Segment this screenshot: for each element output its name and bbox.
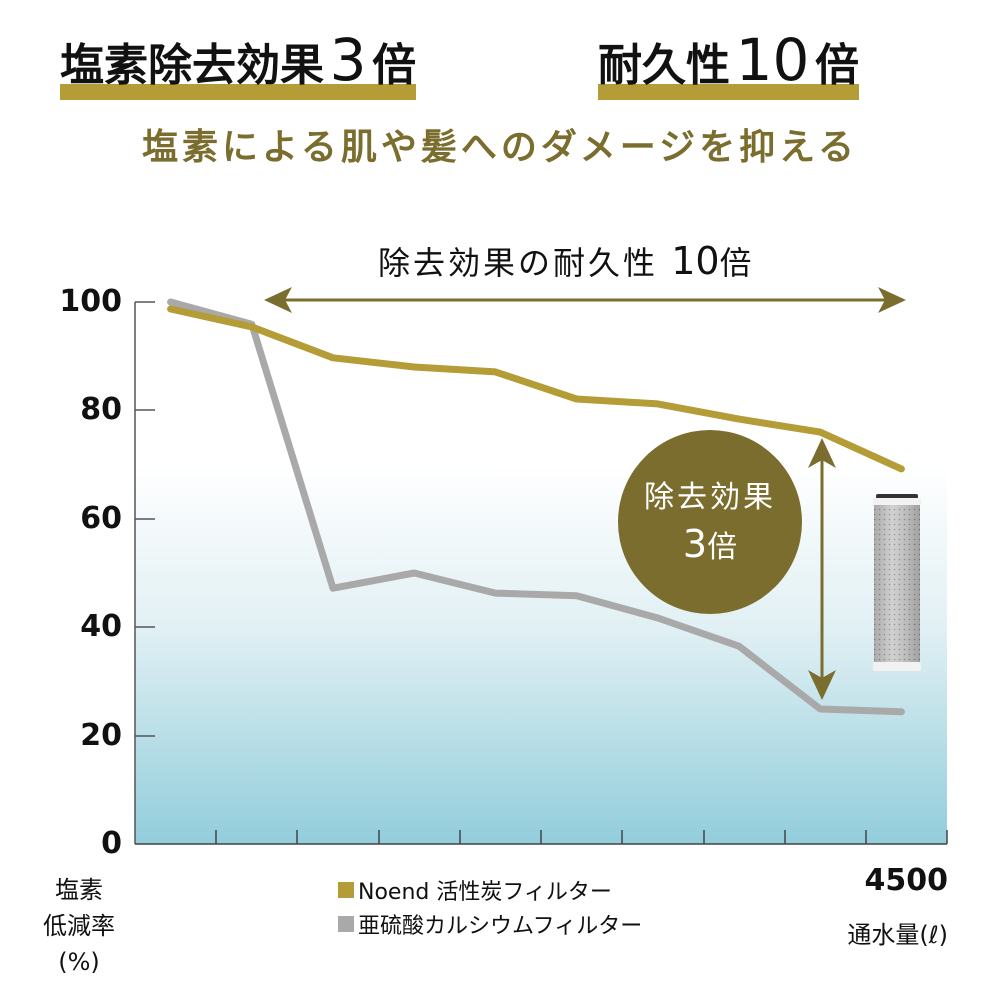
headline-durability: 耐久性 10 倍 [598, 26, 859, 100]
y-axis-label: 塩素 低減率 (%) [38, 872, 120, 980]
y-axis-label-line: (%) [58, 948, 100, 976]
y-tick-40: 40 [80, 609, 122, 644]
badge-text: 除去効果 [644, 480, 776, 515]
filter-cartridge-image [873, 494, 921, 671]
headline-left-text: 塩素除去効果 [60, 40, 324, 91]
x-axis [135, 830, 948, 845]
series-line-calcium-sulfite [167, 298, 905, 716]
plot-background [135, 302, 947, 844]
y-axis-label-line: 低減率 [43, 912, 115, 940]
y-axis-label-line: 塩素 [55, 876, 103, 904]
durability-annotation: 除去効果の耐久性 10倍 [378, 238, 755, 284]
legend-label: Noend 活性炭フィルター [358, 880, 612, 905]
y-axis [134, 301, 155, 844]
y-tick-60: 60 [80, 501, 122, 536]
removal-effect-badge: 除去効果 3倍 [618, 430, 802, 614]
headline-underline [598, 84, 859, 100]
badge-number: 3 [682, 522, 708, 566]
series-line-noend-carbon [167, 305, 905, 473]
headline-left-number: 3 [329, 26, 367, 94]
legend-label: 亜硫酸カルシウムフィルター [358, 914, 643, 939]
legend-item-noend: Noend 活性炭フィルター [338, 874, 612, 906]
badge-unit: 倍 [707, 530, 738, 565]
x-axis-label: 通水量(ℓ) [847, 921, 948, 949]
y-tick-0: 0 [101, 826, 122, 861]
gap-arrow [808, 438, 836, 700]
headline-underline [60, 84, 417, 100]
headline-left-unit: 倍 [372, 40, 417, 91]
x-axis-max-label: 4500 [864, 863, 949, 898]
headline-right-number: 10 [735, 26, 810, 94]
subtitle: 塩素による肌や髪へのダメージを抑える [141, 127, 859, 168]
headline-right-text: 耐久性 [598, 40, 730, 91]
durability-annotation-unit: 倍 [719, 244, 755, 282]
durability-annotation-text: 除去効果の耐久性 [378, 244, 659, 282]
badge-multiplier: 3倍 [618, 522, 802, 566]
legend-item-calcium-sulfite: 亜硫酸カルシウムフィルター [338, 908, 642, 940]
legend-swatch-gold [338, 882, 354, 898]
y-tick-100: 100 [59, 284, 122, 319]
headline-right-unit: 倍 [814, 40, 859, 91]
headline-removal-effect: 塩素除去効果 3 倍 [60, 26, 417, 100]
durability-arrow [264, 287, 906, 313]
durability-annotation-number: 10 [671, 239, 720, 283]
y-tick-80: 80 [80, 392, 122, 427]
y-tick-20: 20 [80, 718, 122, 753]
legend-swatch-gray [338, 916, 354, 932]
